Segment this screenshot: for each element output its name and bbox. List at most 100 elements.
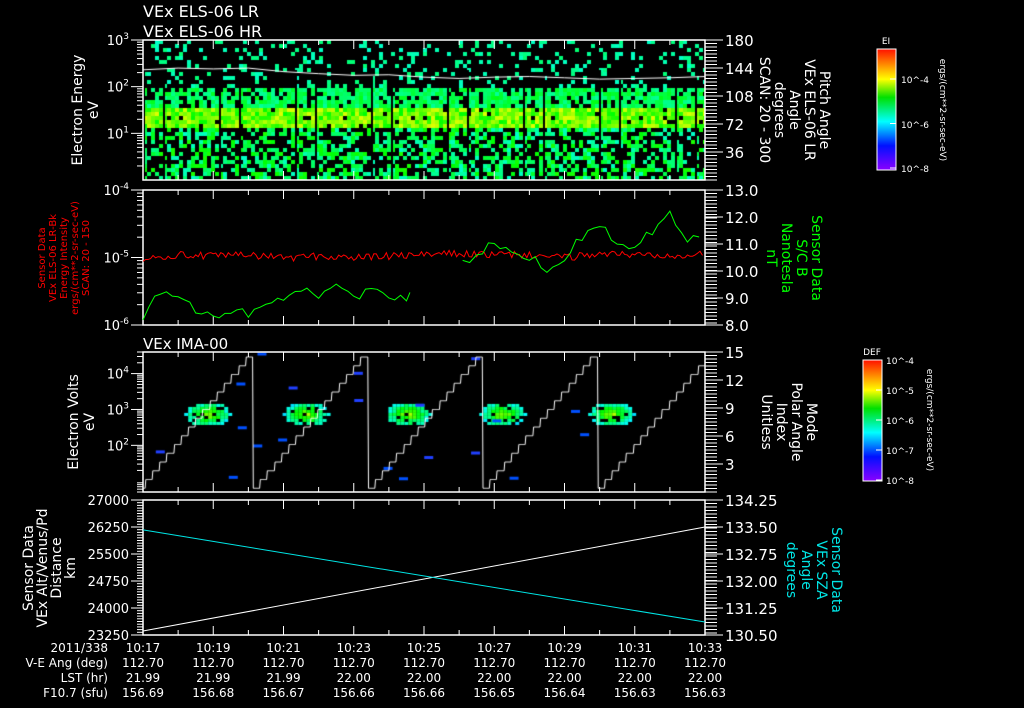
svg-text:Distance: Distance: [49, 537, 65, 598]
y-right-tick-label: 130.50: [725, 627, 778, 645]
y-right-tick-label: 8.0: [725, 317, 749, 335]
els-spectrogram: [143, 40, 705, 180]
altitude-line: [142, 526, 706, 632]
energy-intensity-line: [142, 249, 703, 263]
time-tick-label: 10:27: [477, 641, 512, 655]
svg-text:Pitch Angle: Pitch Angle: [816, 71, 832, 149]
panel3-frame: [142, 351, 706, 493]
sza-line: [142, 529, 706, 623]
title-ima: VEx IMA-00: [143, 335, 228, 353]
colorbar-ei-label: 10^-4: [901, 76, 929, 86]
time-tick-label: 10:23: [336, 641, 371, 655]
row-value: 22.00: [547, 671, 581, 685]
panel2-frame: [142, 189, 706, 326]
row-value: 22.00: [618, 671, 652, 685]
y-right-tick-label: 12.0: [725, 209, 758, 227]
colorbar-ei-label: 10^-8: [901, 165, 929, 175]
y-right-tick-label: 9: [725, 400, 735, 418]
y-right-tick-label: 12: [725, 372, 744, 390]
y-tick-label: 103: [107, 32, 129, 49]
y-right-tick-label: 15: [725, 344, 744, 362]
panel4-frame: [142, 499, 706, 636]
svg-text:Electron Energy: Electron Energy: [70, 55, 86, 166]
svg-text:Unitless: Unitless: [758, 394, 774, 450]
y-right-tick-label: 10.0: [725, 263, 758, 281]
panel2-ylabel: Sensor Data VEx ELS-06 LR-Bk Energy Inte…: [37, 201, 92, 315]
svg-text:DEF: DEF: [863, 348, 881, 358]
svg-text:eV: eV: [86, 100, 102, 119]
svg-text:degrees: degrees: [783, 542, 799, 598]
svg-text:nT: nT: [763, 249, 779, 267]
y-right-tick-label: 11.0: [725, 236, 758, 254]
colorbar-ei: EI 10^-4 10^-6 10^-8 ergs/(cm**2-sr-sec-…: [876, 37, 947, 175]
y-tick-label: 10-5: [103, 250, 129, 267]
row-value: 156.67: [263, 686, 305, 700]
svg-text:Index: Index: [773, 403, 789, 442]
y-right-tick-label: 36: [725, 144, 744, 162]
y-tick-label: 24000: [88, 602, 129, 617]
svg-text:Mode: Mode: [803, 403, 819, 441]
time-tick-label: 10:19: [196, 641, 231, 655]
colorbar-def: DEF 10^-4 10^-5 10^-6 10^-7 10^-8 ergs/(…: [862, 348, 934, 487]
row-value: 112.70: [684, 656, 726, 670]
y-tick-label: 102: [107, 437, 129, 454]
svg-text:EI: EI: [882, 37, 890, 47]
row-value: 156.68: [192, 686, 234, 700]
y-right-tick-label: 3: [725, 456, 735, 474]
row-value: 21.99: [266, 671, 300, 685]
panel2-ylabel-right: Sensor Data S/C B Nanotesla nT: [763, 215, 824, 301]
panel1-ylabel-right: Pitch Angle VEx ELS-06 LR Angle degrees …: [756, 57, 832, 163]
y-right-tick-label: 9.0: [725, 290, 749, 308]
svg-text:Sensor Data: Sensor Data: [37, 227, 48, 288]
y-tick-label: 102: [107, 79, 129, 96]
svg-text:Angle: Angle: [798, 550, 814, 590]
y-right-tick-label: 108: [725, 88, 754, 106]
panel1-ylabel: Electron Energy eV: [70, 55, 102, 166]
colorbar-def-label: 10^-8: [886, 477, 914, 487]
y-tick-label: 25500: [88, 548, 129, 563]
y-tick-label: 10-4: [103, 182, 129, 199]
row-value: 22.00: [407, 671, 441, 685]
row-value: 21.99: [126, 671, 160, 685]
svg-text:VEx ELS-06 LR-Bk: VEx ELS-06 LR-Bk: [48, 214, 59, 302]
svg-text:Angle: Angle: [786, 90, 802, 130]
svg-text:VEx Alt/Venus/Pd: VEx Alt/Venus/Pd: [35, 508, 51, 627]
row-label-ve-ang: V-E Ang (deg): [26, 656, 108, 670]
svg-text:VEx ELS-06 LR: VEx ELS-06 LR: [801, 59, 817, 161]
row-value: 156.63: [684, 686, 726, 700]
y-tick-label: 104: [107, 366, 130, 383]
y-right-tick-label: 133.50: [725, 519, 778, 537]
y-tick-label: 24750: [88, 575, 129, 590]
svg-text:ergs/(cm**2-sr-sec-eV): ergs/(cm**2-sr-sec-eV): [937, 59, 947, 161]
svg-text:Polar Angle: Polar Angle: [788, 382, 804, 461]
colorbar-def-label: 10^-7: [886, 447, 914, 457]
bfield-line: [142, 283, 411, 321]
y-right-tick-label: 132.75: [725, 546, 778, 564]
svg-text:SCAN: 20 - 300: SCAN: 20 - 300: [756, 57, 772, 163]
svg-text:Nanotesla: Nanotesla: [778, 223, 794, 293]
row-label-f107: F10.7 (sfu): [43, 686, 108, 700]
row-label-lst: LST (hr): [61, 671, 108, 685]
svg-text:ergs/(cm**2-sr-sec-eV): ergs/(cm**2-sr-sec-eV): [70, 201, 81, 315]
title-els-lr: VEx ELS-06 LR: [143, 2, 259, 21]
svg-text:S/C B: S/C B: [793, 239, 809, 276]
y-tick-label: 27000: [88, 494, 129, 509]
y-right-tick-label: 134.25: [725, 492, 778, 510]
row-value: 156.66: [333, 686, 375, 700]
colorbar-def-label: 10^-5: [886, 387, 914, 397]
y-right-tick-label: 131.25: [725, 600, 778, 618]
y-tick-label: 101: [107, 125, 129, 142]
svg-text:km: km: [63, 557, 79, 579]
time-tick-label: 10:33: [688, 641, 723, 655]
svg-text:Sensor Data: Sensor Data: [21, 525, 37, 611]
row-value: 112.70: [403, 656, 445, 670]
y-right-tick-label: 13.0: [725, 182, 758, 200]
panel4-ylabel: Sensor Data VEx Alt/Venus/Pd Distance km: [21, 508, 79, 627]
time-tick-label: 10:29: [547, 641, 582, 655]
panel3-ylabel-right: Mode Polar Angle Index Unitless: [758, 382, 819, 461]
time-tick-label: 10:17: [126, 641, 161, 655]
row-value: 156.65: [473, 686, 515, 700]
row-value: 112.70: [544, 656, 586, 670]
row-value: 112.70: [473, 656, 515, 670]
